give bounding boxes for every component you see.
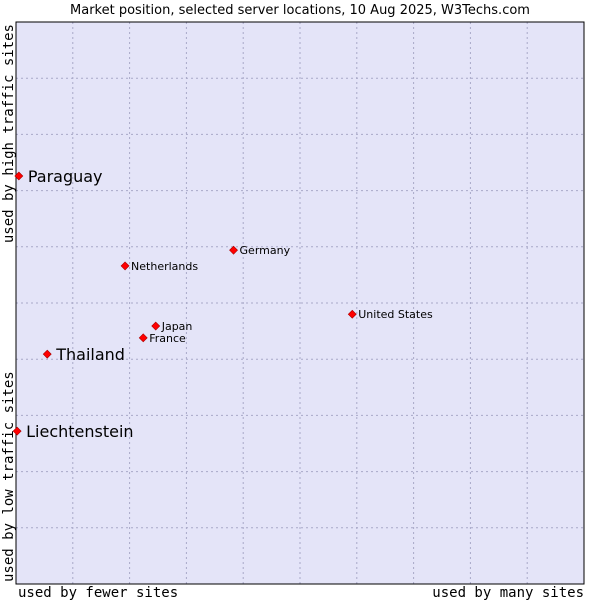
label-germany: Germany bbox=[240, 244, 291, 257]
x-axis-label-right: used by many sites bbox=[432, 585, 584, 600]
label-france: France bbox=[149, 332, 186, 345]
label-japan: Japan bbox=[161, 320, 193, 333]
data-point-united-states: United States bbox=[347, 308, 433, 321]
marker-japan bbox=[151, 321, 161, 331]
data-points: Paraguay Thailand Liechtenstein Germany Neth… bbox=[12, 167, 433, 441]
data-point-liechtenstein: Liechtenstein bbox=[12, 422, 134, 441]
marker-thailand bbox=[42, 349, 52, 359]
data-point-japan: Japan bbox=[151, 320, 193, 333]
label-united-states: United States bbox=[358, 308, 433, 321]
data-point-paraguay: Paraguay bbox=[14, 167, 103, 186]
plot-border bbox=[15, 21, 585, 585]
label-netherlands: Netherlands bbox=[131, 260, 198, 273]
label-thailand: Thailand bbox=[55, 345, 125, 364]
marker-united-states bbox=[347, 309, 357, 319]
x-axis-label-left: used by fewer sites bbox=[18, 585, 178, 600]
marker-netherlands bbox=[120, 261, 130, 271]
data-point-thailand: Thailand bbox=[42, 345, 125, 364]
data-point-france: France bbox=[138, 332, 186, 345]
marker-germany bbox=[229, 245, 238, 255]
marker-france bbox=[138, 333, 148, 343]
data-point-germany: Germany bbox=[229, 244, 291, 257]
y-axis-label-top: used by high traffic sites bbox=[1, 24, 17, 243]
y-axis-label-bottom: used by low traffic sites bbox=[1, 371, 17, 582]
marker-paraguay bbox=[14, 171, 24, 181]
data-point-netherlands: Netherlands bbox=[120, 260, 198, 273]
grid-lines bbox=[16, 22, 584, 584]
chart-title: Market position, selected server locatio… bbox=[70, 3, 530, 18]
label-liechtenstein: Liechtenstein bbox=[26, 422, 133, 441]
marker-liechtenstein bbox=[12, 426, 22, 436]
label-paraguay: Paraguay bbox=[28, 167, 103, 186]
